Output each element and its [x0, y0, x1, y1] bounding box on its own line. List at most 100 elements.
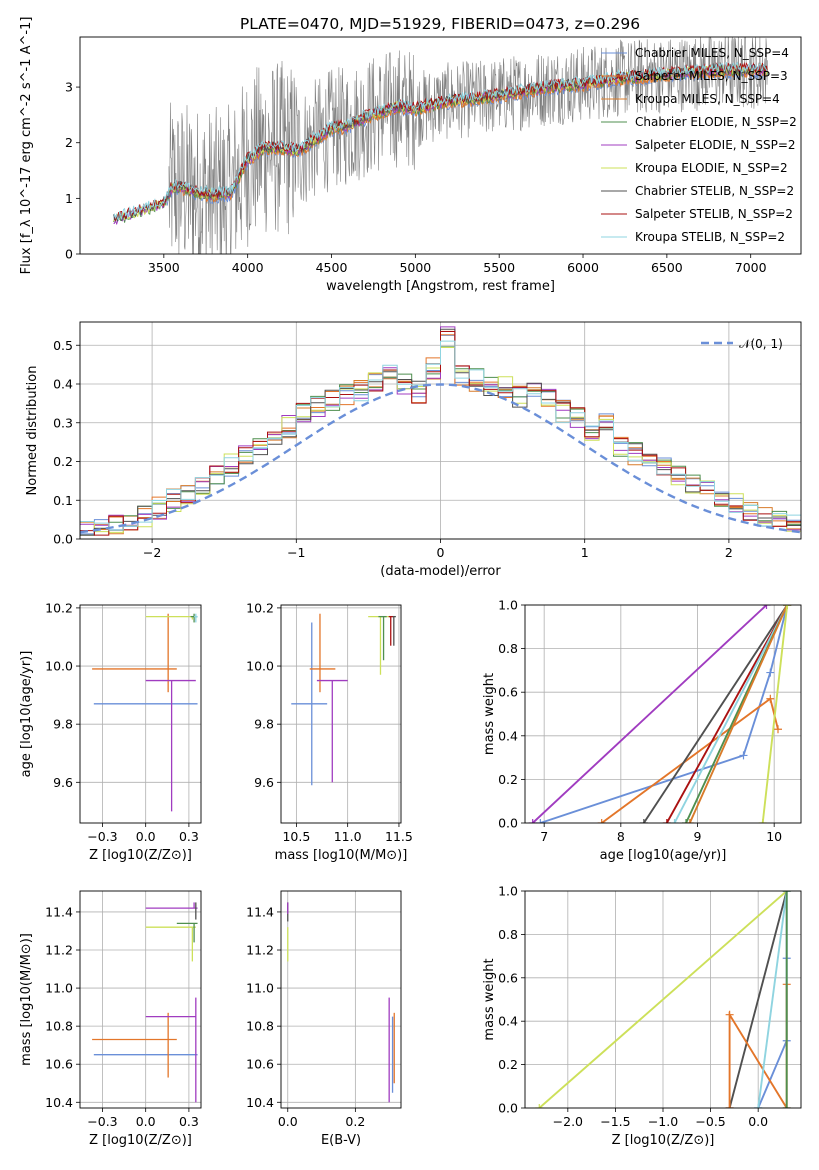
x-tick-label: 10 [766, 829, 782, 844]
weight-marker [754, 1104, 763, 1108]
y-tick-label: 0.2 [498, 1057, 518, 1072]
normal-curve [80, 383, 801, 534]
legend-entry: Kroupa MILES, N_SSP=4 [635, 92, 780, 106]
x-tick-label: 9 [694, 829, 702, 844]
weight-line-2 [532, 605, 768, 823]
y-tick-label: 0.6 [498, 685, 518, 700]
x-tick-label: 0.0 [748, 1114, 768, 1129]
axes-frame [79, 890, 202, 1109]
x-tick-label: 4000 [232, 260, 264, 275]
weight-marker [782, 891, 791, 895]
age-vs-mass-panel: 10.5 11.0 11.5 9.6 9.8 10.0 10.2 mass [log10(M/… [246, 600, 413, 863]
weight-marker [685, 819, 694, 823]
y-tick-label: 0.2 [498, 772, 518, 787]
y-tick-label: 9.8 [254, 717, 274, 732]
y-tick-label: 11.4 [45, 904, 73, 919]
x-tick-label: 0 [437, 545, 445, 560]
weight-line-1 [728, 891, 788, 1108]
y-tick-label: 11.0 [45, 981, 73, 996]
legend-entry: Salpeter ELODIE, N_SSP=2 [635, 138, 796, 152]
x-axis-label: age [log10(age/yr)] [600, 848, 727, 863]
weight-marker [662, 819, 671, 823]
y-tick-label: 0.0 [498, 816, 518, 831]
y-tick-label: 2 [65, 135, 73, 150]
weight-marker [535, 1104, 544, 1108]
figure-title: PLATE=0470, MJD=51929, FIBERID=0473, z=0… [240, 15, 640, 33]
y-tick-label: 0.4 [498, 728, 518, 743]
y-tick-label: 10.0 [246, 659, 274, 674]
mass-vs-metallicity-panel: −0.3 0.0 0.3 10.4 10.6 10.8 11.0 11.2 11.4 Z [log… [19, 890, 202, 1148]
plot-area [92, 902, 198, 1103]
y-tick-label: 10.4 [246, 1095, 274, 1110]
age-vs-metallicity-panel: −0.3 0.0 0.3 9.6 9.8 10.0 10.2 Z [log10(Z/Z⊙)] a… [19, 600, 202, 863]
x-tick-label: 4500 [316, 260, 348, 275]
plot-area [528, 605, 792, 823]
weight-marker [670, 819, 679, 823]
y-tick-label: 10.8 [45, 1019, 73, 1034]
x-tick-label: 0.2 [345, 1114, 365, 1129]
x-tick-label: 1 [581, 545, 589, 560]
axes-frame [79, 604, 202, 824]
weight-marker [639, 819, 648, 823]
plot-area [92, 613, 198, 812]
x-tick-label: 0.3 [179, 829, 199, 844]
x-tick-label: 3500 [148, 260, 180, 275]
legend-entry: Chabrier STELIB, N_SSP=2 [635, 184, 794, 198]
x-tick-label: −1.5 [600, 1114, 630, 1129]
plot-area [291, 613, 396, 786]
legend-entry: Salpeter STELIB, N_SSP=2 [635, 207, 793, 221]
x-tick-label: −1.0 [648, 1114, 678, 1129]
y-tick-label: 10.4 [45, 1095, 73, 1110]
y-tick-label: 0.1 [53, 493, 73, 508]
y-tick-label: 1 [65, 191, 73, 206]
x-tick-label: 8 [617, 829, 625, 844]
weight-line-0 [540, 605, 789, 823]
x-tick-label: 10.5 [282, 829, 310, 844]
spectrum-panel: 3500 4000 4500 5000 5500 6000 6500 7000 0 1 2 3 wave… [19, 17, 802, 294]
x-tick-label: 11.0 [334, 829, 362, 844]
x-tick-label: 2 [725, 545, 733, 560]
legend-entry: Salpeter MILES, N_SSP=3 [635, 69, 788, 83]
y-tick-label: 9.6 [254, 775, 274, 790]
weight-marker [739, 751, 748, 760]
weight-marker [597, 819, 606, 823]
y-tick-label: 11.2 [246, 943, 274, 958]
x-tick-label: 5000 [399, 260, 431, 275]
axes-frame [79, 321, 802, 540]
weight-marker [725, 1010, 734, 1019]
x-axis-label: E(B-V) [321, 1133, 361, 1148]
weight-marker [536, 819, 545, 823]
y-tick-label: 10.2 [45, 600, 73, 615]
weight-line-8 [761, 605, 789, 823]
x-tick-label: −2 [143, 545, 161, 560]
model-spectrum-8 [113, 61, 768, 222]
y-axis-label: Normed distribution [25, 366, 40, 496]
x-axis-label: mass [log10(M/M⊙)] [275, 848, 408, 863]
x-axis-label: Z [log10(Z/Z⊙)] [612, 1133, 715, 1148]
y-tick-label: 0.2 [53, 454, 73, 469]
x-tick-label: 5500 [483, 260, 515, 275]
y-tick-label: 11.4 [246, 904, 274, 919]
weight-vs-metallicity-panel: −2.0 −1.5 −1.0 −0.5 0.0 0.0 0.2 0.4 0.6 0.8 1.0 Z [… [482, 884, 802, 1148]
weight-marker [725, 1104, 734, 1108]
weight-vs-age-panel: 7 8 9 10 0.0 0.2 0.4 0.6 0.8 1.0 age [log10(age/yr… [482, 598, 802, 863]
x-tick-label: −0.5 [695, 1114, 725, 1129]
y-tick-label: 9.8 [53, 717, 73, 732]
weight-marker [682, 819, 690, 823]
y-tick-label: 1.0 [498, 598, 518, 613]
plot-area [535, 891, 791, 1108]
weight-marker [766, 694, 775, 703]
y-tick-label: 11.2 [45, 943, 73, 958]
x-tick-label: 6500 [651, 260, 683, 275]
x-tick-label: 0.3 [179, 1114, 199, 1129]
x-tick-label: −0.3 [87, 1114, 117, 1129]
y-axis-label: mass [log10(M/M⊙)] [19, 933, 34, 1066]
legend-entry: Chabrier ELODIE, N_SSP=2 [635, 115, 797, 129]
weight-marker [758, 819, 767, 823]
legend-entry: Chabrier MILES, N_SSP=4 [635, 46, 789, 60]
x-tick-label: 7 [540, 829, 548, 844]
axes-frame [280, 890, 402, 1109]
y-tick-label: 0.4 [53, 377, 73, 392]
y-tick-label: 1.0 [498, 884, 518, 899]
x-tick-label: −2.0 [553, 1114, 583, 1129]
